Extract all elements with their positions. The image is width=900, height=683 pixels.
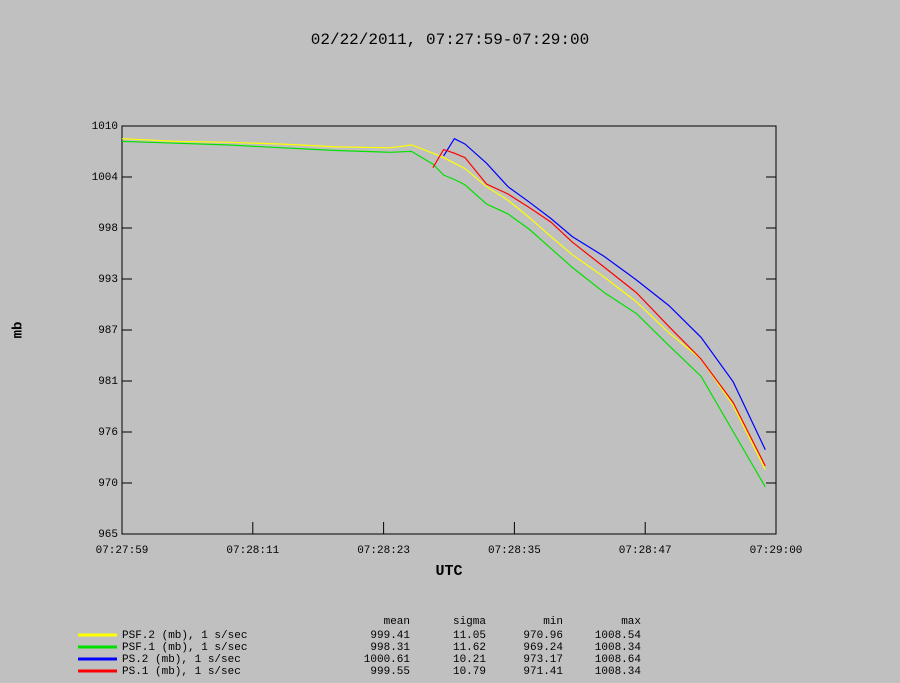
legend-label: PS.2 (mb), 1 s/sec xyxy=(122,654,241,666)
x-tick-label: 07:28:35 xyxy=(488,545,541,557)
stat-value: 11.62 xyxy=(453,642,486,654)
y-tick-label: 976 xyxy=(98,427,118,439)
y-tick-label: 1004 xyxy=(92,172,119,184)
stat-value: 1008.34 xyxy=(595,666,642,678)
stat-header: min xyxy=(543,616,563,628)
y-tick-label: 993 xyxy=(98,274,118,286)
y-tick-label: 981 xyxy=(98,376,118,388)
legend-label: PS.1 (mb), 1 s/sec xyxy=(122,666,241,678)
stat-header: sigma xyxy=(453,616,486,628)
x-tick-label: 07:28:11 xyxy=(226,545,279,557)
x-axis-label: UTC xyxy=(435,563,462,580)
stat-value: 1008.34 xyxy=(595,642,642,654)
stat-value: 1008.54 xyxy=(595,630,642,642)
series-line xyxy=(443,137,766,450)
stat-value: 999.55 xyxy=(370,666,410,678)
y-tick-label: 965 xyxy=(98,529,118,541)
series-line xyxy=(121,138,766,470)
x-tick-label: 07:27:59 xyxy=(96,545,149,557)
y-tick-label: 1010 xyxy=(92,121,118,133)
stat-value: 10.21 xyxy=(453,654,486,666)
stat-value: 1008.64 xyxy=(595,654,642,666)
stat-value: 10.79 xyxy=(453,666,486,678)
y-axis-label: mb xyxy=(11,322,27,339)
stat-value: 999.41 xyxy=(370,630,410,642)
stat-value: 970.96 xyxy=(523,630,563,642)
stat-value: 11.05 xyxy=(453,630,486,642)
stat-header: max xyxy=(621,616,641,628)
y-tick-label: 987 xyxy=(98,325,118,337)
legend-label: PSF.1 (mb), 1 s/sec xyxy=(122,642,247,654)
stat-value: 969.24 xyxy=(523,642,563,654)
stat-value: 998.31 xyxy=(370,642,410,654)
x-tick-label: 07:28:23 xyxy=(357,545,410,557)
legend-label: PSF.2 (mb), 1 s/sec xyxy=(122,630,247,642)
y-tick-label: 998 xyxy=(98,223,118,235)
stat-value: 973.17 xyxy=(523,654,563,666)
series-line xyxy=(121,140,766,488)
x-tick-label: 07:28:47 xyxy=(619,545,672,557)
x-tick-label: 07:29:00 xyxy=(750,545,803,557)
series-line xyxy=(432,148,766,467)
stat-value: 1000.61 xyxy=(364,654,411,666)
chart-title: 02/22/2011, 07:27:59-07:29:00 xyxy=(311,31,589,49)
stat-value: 971.41 xyxy=(523,666,563,678)
stat-header: mean xyxy=(384,616,410,628)
y-tick-label: 970 xyxy=(98,478,118,490)
